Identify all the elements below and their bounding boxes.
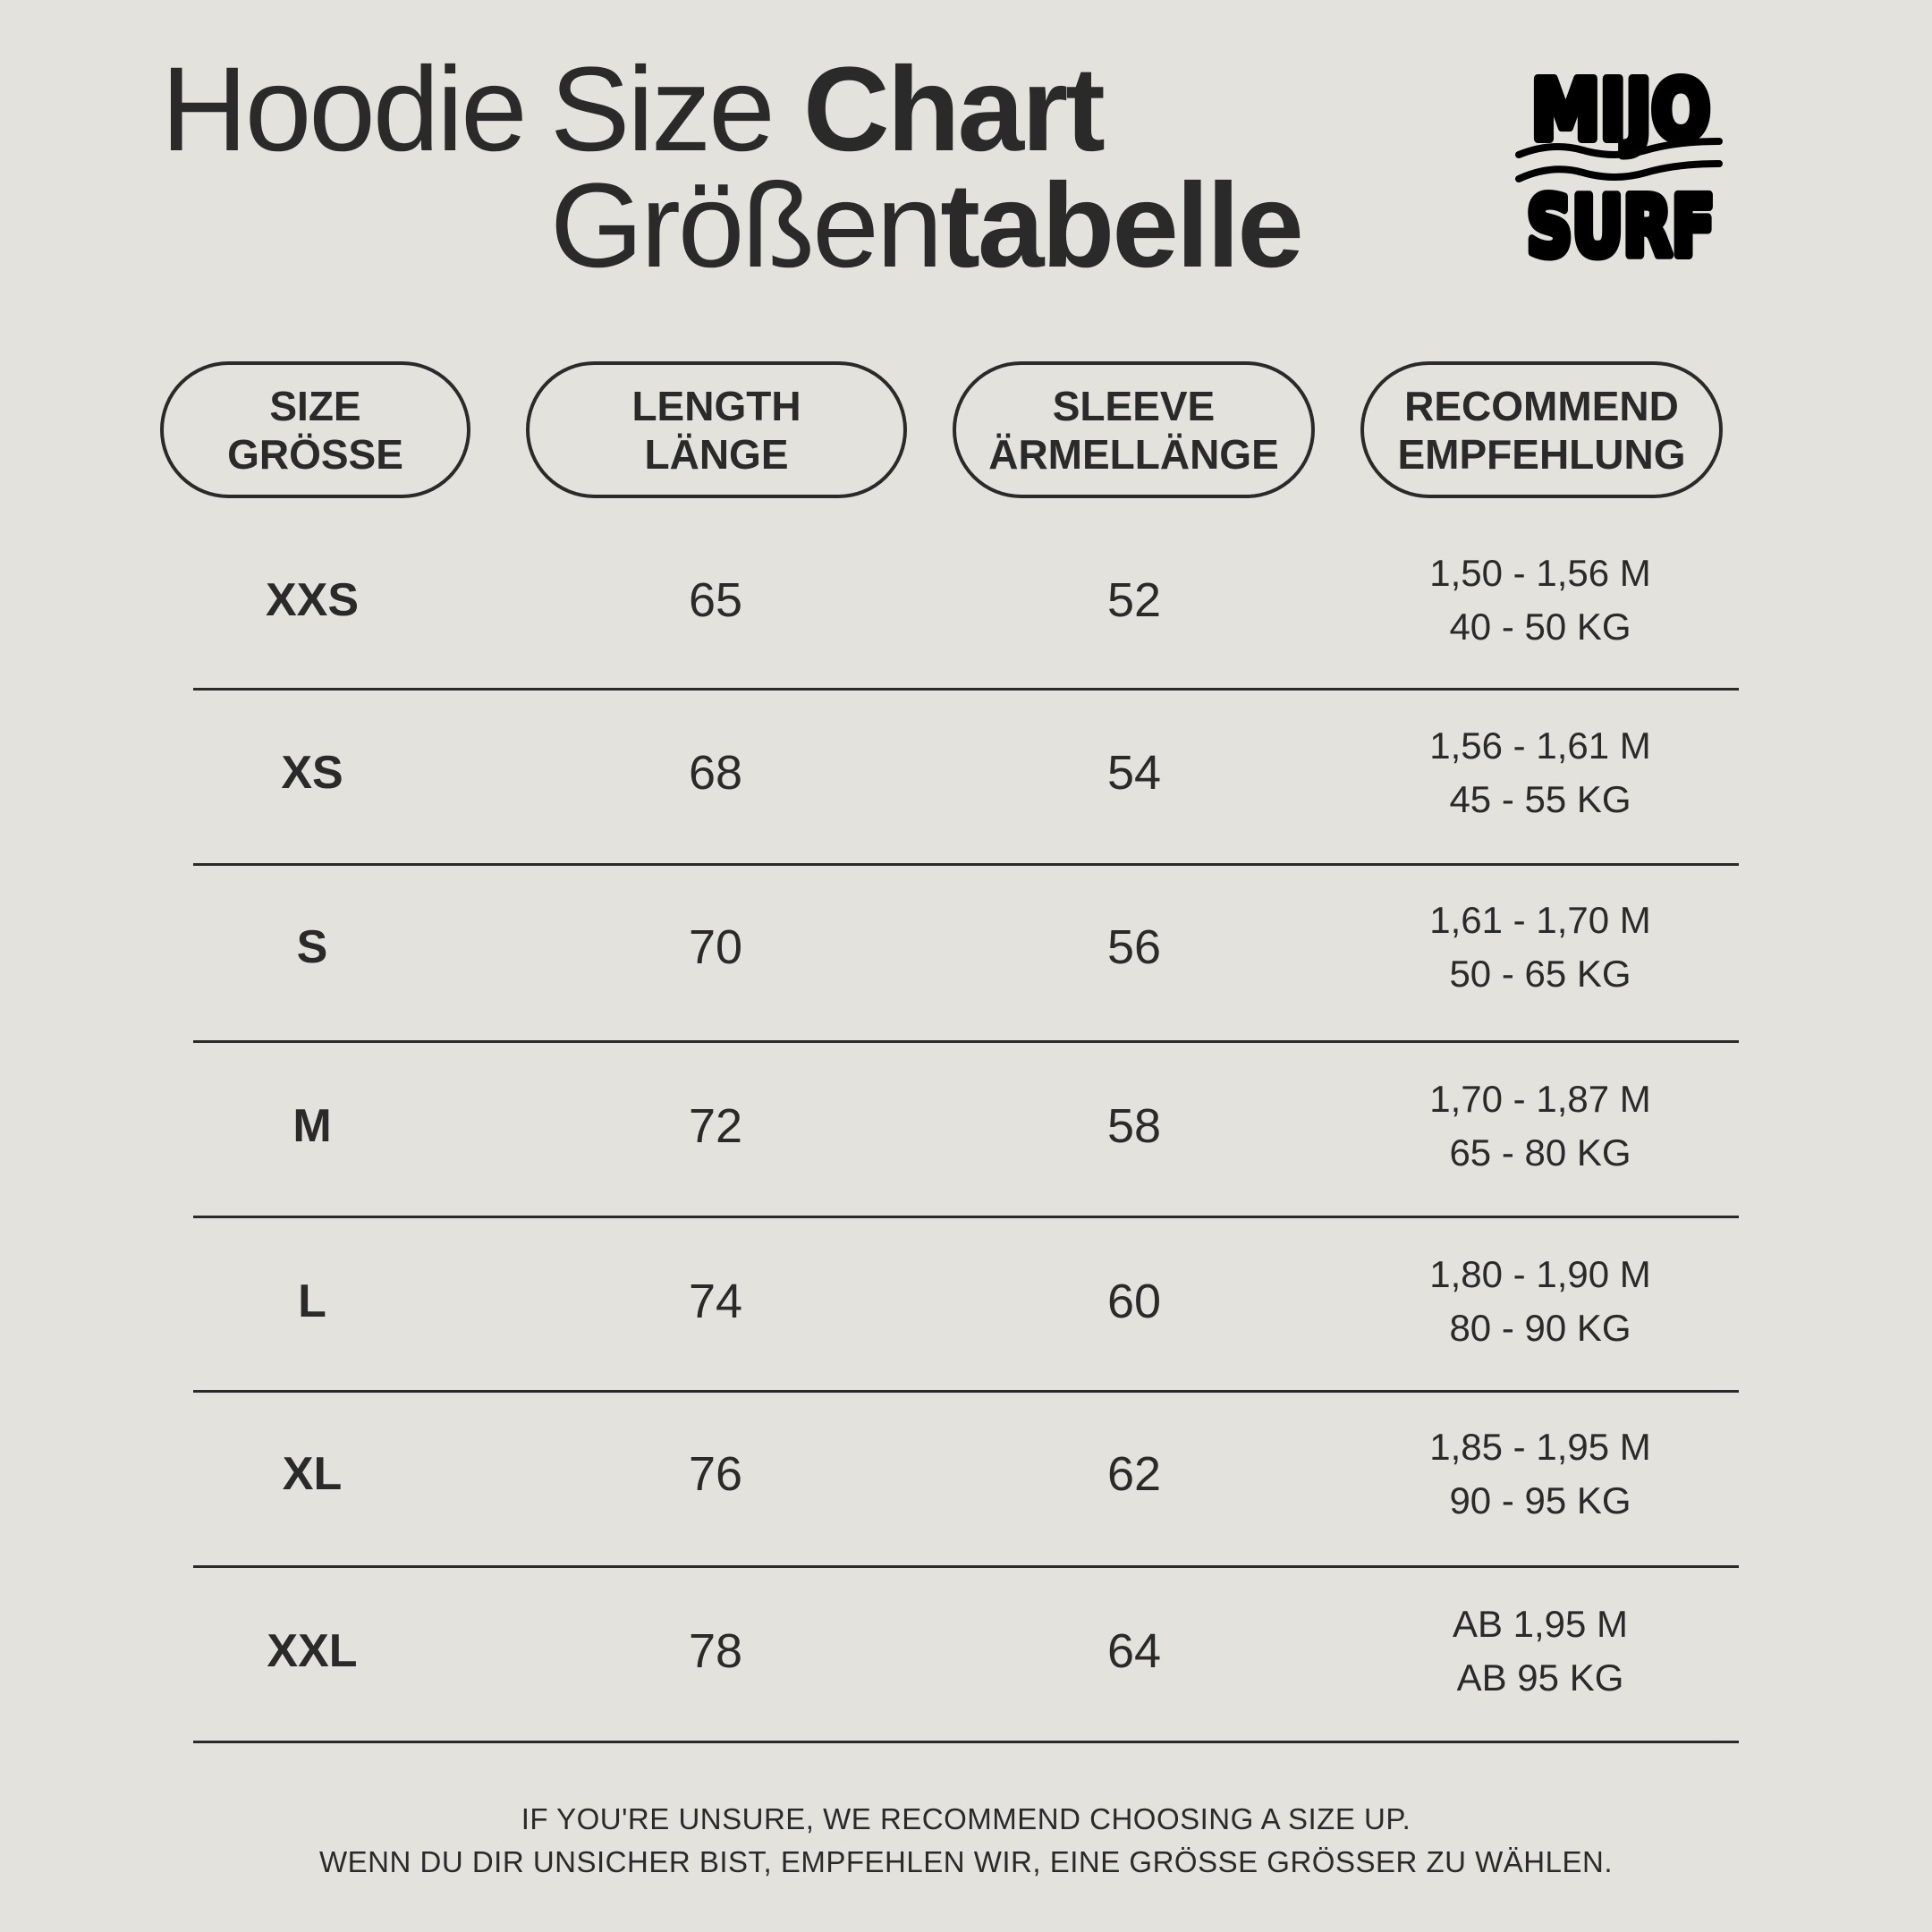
sleeve-cell: 64 — [1106, 1623, 1162, 1678]
height-range: AB 1,95 M — [1452, 1602, 1629, 1645]
length-cell: 68 — [688, 745, 743, 800]
sleeve-cell: 52 — [1106, 572, 1162, 627]
header-en: LENGTH — [631, 382, 801, 429]
sleeve-cell: 58 — [1106, 1098, 1162, 1153]
height-range: 1,50 - 1,56 M — [1429, 551, 1651, 594]
title-size: Size — [550, 43, 775, 176]
recommend-cell: 1,50 - 1,56 M 40 - 50 KG — [1361, 513, 1719, 687]
table-row: XXS 65 52 1,50 - 1,56 M 40 - 50 KG — [0, 513, 1932, 687]
size-cell: XS — [281, 746, 343, 799]
sleeve-cell: 54 — [1106, 745, 1162, 800]
header-sleeve: SLEEVE ÄRMELLÄNGE — [953, 361, 1315, 498]
size-cell: XL — [282, 1447, 343, 1500]
height-range: 1,80 - 1,90 M — [1429, 1252, 1651, 1295]
title-hoodie: Hoodie — [161, 43, 528, 176]
header-en: SIZE — [269, 382, 361, 429]
recommend-cell: 1,70 - 1,87 M 65 - 80 KG — [1361, 1038, 1719, 1213]
header-de: LÄNGE — [644, 430, 789, 478]
footer-de: WENN DU DIR UNSICHER BIST, EMPFEHLEN WIR… — [319, 1845, 1613, 1878]
weight-range: 90 - 95 KG — [1449, 1479, 1631, 1521]
table-row: M 72 58 1,70 - 1,87 M 65 - 80 KG — [0, 1038, 1932, 1213]
title-german: Größentabelle — [550, 166, 1304, 286]
row-divider — [193, 1741, 1739, 1743]
header-en: RECOMMEND — [1404, 382, 1679, 429]
size-cell: S — [296, 920, 328, 973]
row-divider — [193, 1565, 1739, 1568]
length-cell: 70 — [688, 919, 743, 974]
row-divider — [193, 1390, 1739, 1393]
table-row: XS 68 54 1,56 - 1,61 M 45 - 55 KG — [0, 685, 1932, 860]
size-cell: XXS — [265, 573, 360, 626]
size-cell: M — [292, 1099, 332, 1152]
header-en: SLEEVE — [1052, 382, 1216, 429]
header-length: LENGTH LÄNGE — [526, 361, 907, 498]
header-recommend: RECOMMEND EMPFEHLUNG — [1360, 361, 1723, 498]
weight-range: 40 - 50 KG — [1449, 605, 1631, 648]
recommend-cell: AB 1,95 M AB 95 KG — [1361, 1563, 1719, 1738]
size-cell: L — [298, 1275, 326, 1327]
weight-range: 80 - 90 KG — [1449, 1306, 1631, 1349]
sleeve-cell: 56 — [1106, 919, 1162, 974]
header-size: SIZE GRÖSSE — [160, 361, 470, 498]
row-divider — [193, 1040, 1739, 1043]
table-row: S 70 56 1,61 - 1,70 M 50 - 65 KG — [0, 860, 1932, 1034]
length-cell: 65 — [688, 572, 743, 627]
length-cell: 72 — [688, 1098, 743, 1153]
footer-en: IF YOU'RE UNSURE, WE RECOMMEND CHOOSING … — [521, 1802, 1411, 1835]
row-divider — [193, 688, 1739, 691]
title-de-light: Größen — [550, 159, 943, 292]
header-de: GRÖSSE — [227, 430, 403, 478]
row-divider — [193, 1216, 1739, 1218]
sleeve-cell: 62 — [1106, 1446, 1162, 1501]
length-cell: 76 — [688, 1446, 743, 1501]
recommend-cell: 1,61 - 1,70 M 50 - 65 KG — [1361, 860, 1719, 1034]
title-chart: Chart — [802, 43, 1106, 176]
weight-range: 45 - 55 KG — [1449, 777, 1631, 820]
length-cell: 74 — [688, 1274, 743, 1328]
length-cell: 78 — [688, 1623, 743, 1678]
height-range: 1,61 - 1,70 M — [1429, 898, 1651, 941]
weight-range: 50 - 65 KG — [1449, 952, 1631, 995]
title-de-bold: tabelle — [940, 159, 1304, 292]
recommend-cell: 1,85 - 1,95 M 90 - 95 KG — [1361, 1386, 1719, 1561]
logo-text-top: MIJO — [1531, 63, 1710, 158]
title-size-chart: Size Chart — [550, 50, 1106, 170]
table-row: L 74 60 1,80 - 1,90 M 80 - 90 KG — [0, 1214, 1932, 1388]
wave-icon — [1515, 138, 1723, 158]
recommend-cell: 1,80 - 1,90 M 80 - 90 KG — [1361, 1214, 1719, 1388]
recommend-cell: 1,56 - 1,61 M 45 - 55 KG — [1361, 685, 1719, 860]
weight-range: 65 - 80 KG — [1449, 1131, 1631, 1174]
weight-range: AB 95 KG — [1456, 1656, 1624, 1699]
mijo-surf-logo: MIJO SURF — [1515, 58, 1723, 264]
footer-note: IF YOU'RE UNSURE, WE RECOMMEND CHOOSING … — [0, 1798, 1932, 1884]
header-de: EMPFEHLUNG — [1397, 430, 1686, 478]
sleeve-cell: 60 — [1106, 1274, 1162, 1328]
height-range: 1,56 - 1,61 M — [1429, 724, 1651, 767]
size-cell: XXL — [267, 1624, 358, 1677]
height-range: 1,85 - 1,95 M — [1429, 1425, 1651, 1468]
header-de: ÄRMELLÄNGE — [988, 430, 1279, 478]
logo-text-bottom: SURF — [1527, 179, 1715, 264]
height-range: 1,70 - 1,87 M — [1429, 1077, 1651, 1120]
wave-icon — [1515, 160, 1723, 182]
table-row: XXL 78 64 AB 1,95 M AB 95 KG — [0, 1563, 1932, 1738]
row-divider — [193, 863, 1739, 866]
table-row: XL 76 62 1,85 - 1,95 M 90 - 95 KG — [0, 1386, 1932, 1561]
